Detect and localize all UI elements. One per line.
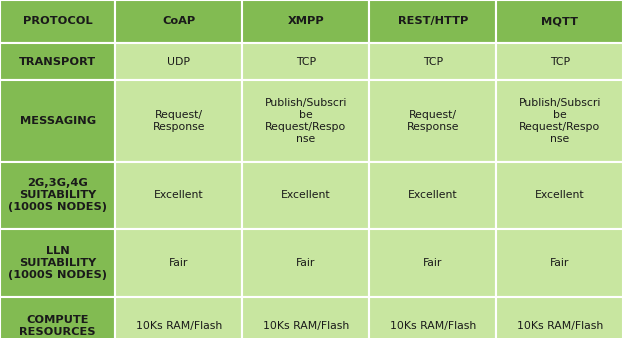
Bar [497, 80, 623, 162]
Bar [242, 229, 369, 297]
Text: Excellent: Excellent [408, 190, 458, 200]
Text: REST/HTTP: REST/HTTP [397, 16, 468, 26]
Bar [115, 80, 242, 162]
Text: Excellent: Excellent [281, 190, 331, 200]
Bar [369, 0, 496, 43]
Bar [0, 80, 115, 162]
Bar [497, 297, 623, 338]
Bar [115, 0, 242, 43]
Text: 2G,3G,4G
SUITABILITY
(1000S NODES): 2G,3G,4G SUITABILITY (1000S NODES) [8, 178, 107, 212]
Bar [497, 229, 623, 297]
Bar [369, 162, 496, 229]
Text: TCP: TCP [296, 56, 316, 67]
Bar [242, 162, 369, 229]
Text: Request/
Response: Request/ Response [407, 110, 459, 132]
Text: Excellent: Excellent [154, 190, 204, 200]
Bar [497, 162, 623, 229]
Bar [0, 229, 115, 297]
Text: 10Ks RAM/Flash: 10Ks RAM/Flash [136, 321, 222, 331]
Text: 10Ks RAM/Flash: 10Ks RAM/Flash [390, 321, 476, 331]
Text: UDP: UDP [167, 56, 190, 67]
Bar [497, 0, 623, 43]
Text: MQTT: MQTT [542, 16, 578, 26]
Text: Request/
Response: Request/ Response [153, 110, 205, 132]
Text: TCP: TCP [423, 56, 443, 67]
Bar [0, 43, 115, 80]
Bar [0, 162, 115, 229]
Text: Fair: Fair [550, 258, 570, 268]
Bar [115, 297, 242, 338]
Bar [369, 229, 496, 297]
Text: TRANSPORT: TRANSPORT [19, 56, 96, 67]
Bar [497, 43, 623, 80]
Bar [369, 80, 496, 162]
Bar [115, 229, 242, 297]
Text: CoAP: CoAP [162, 16, 195, 26]
Text: XMPP: XMPP [288, 16, 324, 26]
Bar [0, 0, 115, 43]
Text: Publish/Subscri
be
Request/Respo
nse: Publish/Subscri be Request/Respo nse [519, 98, 601, 144]
Text: MESSAGING: MESSAGING [20, 116, 95, 126]
Bar [242, 43, 369, 80]
Text: Publish/Subscri
be
Request/Respo
nse: Publish/Subscri be Request/Respo nse [265, 98, 347, 144]
Text: Fair: Fair [296, 258, 316, 268]
Bar [369, 43, 496, 80]
Bar [0, 297, 115, 338]
Text: 10Ks RAM/Flash: 10Ks RAM/Flash [517, 321, 603, 331]
Bar [115, 162, 242, 229]
Bar [115, 43, 242, 80]
Text: 10Ks RAM/Flash: 10Ks RAM/Flash [263, 321, 349, 331]
Bar [242, 0, 369, 43]
Text: LLN
SUITABILITY
(1000S NODES): LLN SUITABILITY (1000S NODES) [8, 246, 107, 280]
Bar [369, 297, 496, 338]
Text: COMPUTE
RESOURCES: COMPUTE RESOURCES [19, 315, 96, 337]
Bar [242, 297, 369, 338]
Text: Fair: Fair [423, 258, 442, 268]
Bar [242, 80, 369, 162]
Text: TCP: TCP [550, 56, 570, 67]
Text: Excellent: Excellent [535, 190, 585, 200]
Text: Fair: Fair [169, 258, 188, 268]
Text: PROTOCOL: PROTOCOL [23, 16, 92, 26]
